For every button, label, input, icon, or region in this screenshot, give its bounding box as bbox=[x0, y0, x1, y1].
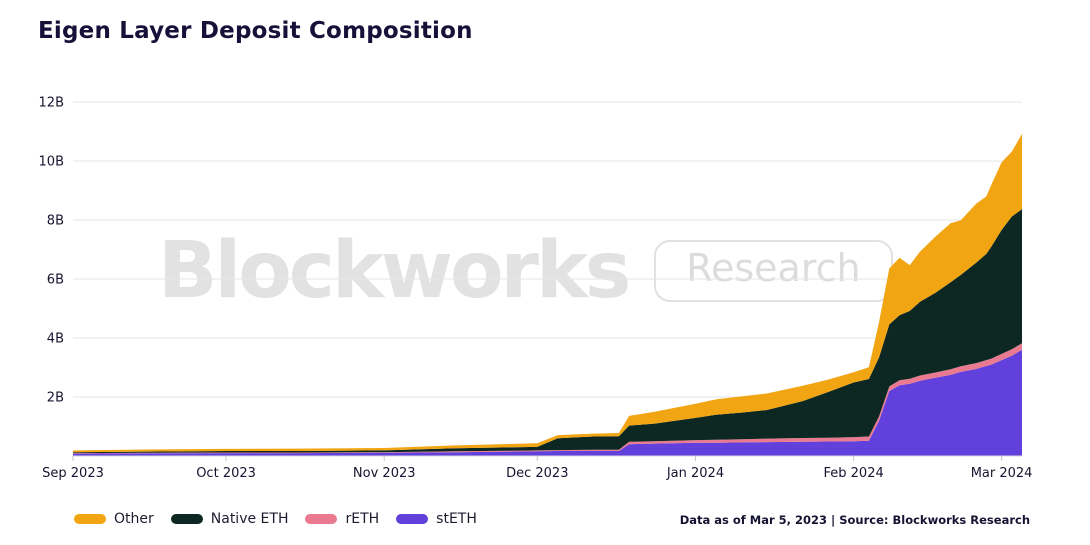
legend-label: Other bbox=[114, 511, 154, 527]
x-tick-label: Jan 2024 bbox=[666, 466, 724, 481]
y-tick-label: 2B bbox=[47, 391, 64, 406]
y-tick-label: 8B bbox=[47, 214, 64, 229]
x-tick-label: Sep 2023 bbox=[42, 466, 104, 481]
legend-item-steth: stETH bbox=[396, 511, 477, 527]
legend-label: Native ETH bbox=[210, 511, 289, 527]
legend-label: rETH bbox=[345, 511, 380, 527]
y-tick-label: 10B bbox=[39, 155, 64, 170]
x-tick-label: Feb 2024 bbox=[824, 466, 884, 481]
chart-legend: Other Native ETH rETH stETH bbox=[74, 511, 477, 527]
research-badge: Research bbox=[654, 240, 893, 302]
legend-swatch bbox=[396, 514, 429, 524]
legend-swatch bbox=[74, 514, 106, 524]
page-title: Eigen Layer Deposit Composition bbox=[38, 18, 473, 44]
x-tick-label: Oct 2023 bbox=[196, 466, 256, 481]
legend-swatch bbox=[170, 514, 203, 524]
y-tick-label: 4B bbox=[47, 332, 64, 347]
legend-label: stETH bbox=[436, 511, 477, 527]
blockworks-logo-icon: Blockworks bbox=[158, 226, 631, 316]
source-note: Data as of Mar 5, 2023 | Source: Blockwo… bbox=[679, 513, 1030, 527]
legend-item-other: Other bbox=[74, 511, 154, 527]
y-tick-label: 12B bbox=[39, 96, 64, 111]
x-tick-label: Nov 2023 bbox=[353, 466, 416, 481]
y-tick-label: 6B bbox=[47, 273, 64, 288]
legend-item-native-eth: Native ETH bbox=[170, 511, 289, 527]
x-tick-label: Dec 2023 bbox=[506, 466, 568, 481]
x-tick-label: Mar 2024 bbox=[971, 466, 1033, 481]
blockworks-watermark: Blockworks Research bbox=[158, 232, 893, 310]
legend-item-reth: rETH bbox=[305, 511, 379, 527]
area-steth bbox=[73, 349, 1022, 456]
legend-swatch bbox=[305, 514, 338, 524]
